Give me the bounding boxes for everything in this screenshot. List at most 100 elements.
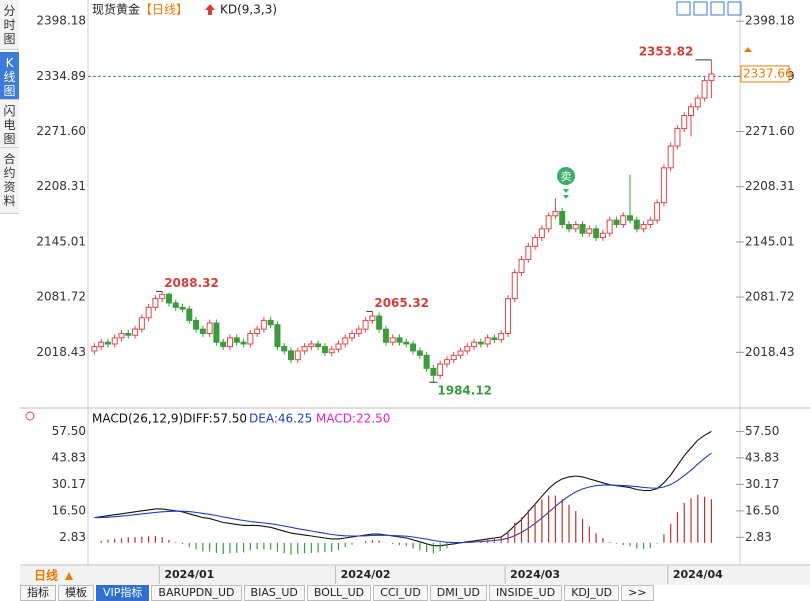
candle-body — [267, 319, 274, 326]
candle-body — [579, 224, 586, 234]
y-tick-label: 57.50 — [52, 424, 86, 438]
y-tick-label: 2208.31 — [36, 179, 86, 193]
candle-body — [410, 343, 417, 352]
candle-body — [132, 328, 139, 336]
candle-body — [688, 106, 695, 117]
y-tick-label: 30.17 — [52, 477, 86, 491]
candle-body — [532, 237, 539, 247]
candle-body — [233, 337, 240, 343]
candle-body — [335, 343, 342, 350]
y-tick-label: 2.83 — [745, 530, 772, 544]
signal-marker[interactable] — [557, 167, 575, 185]
toolbar-button[interactable]: BOLL_UD — [306, 585, 372, 601]
y-tick-label: 2145.01 — [36, 234, 86, 248]
toolbar-button[interactable]: >> — [621, 585, 654, 601]
candle-body — [450, 354, 457, 361]
candle-body — [694, 97, 701, 108]
candle-body — [328, 348, 335, 354]
toolbar-button[interactable]: INSIDE_UD — [489, 585, 563, 601]
toolbar-button[interactable]: 指标 — [20, 585, 56, 601]
candle-body — [362, 319, 369, 330]
candle-body — [423, 354, 430, 369]
indicator-settings[interactable] — [25, 411, 35, 421]
y-tick-label: 2081.72 — [36, 290, 86, 304]
candle-body — [369, 315, 376, 321]
toolbar-button[interactable]: 模板 — [58, 585, 94, 601]
candle-body — [308, 343, 315, 348]
tab[interactable]: 分时图 — [0, 0, 19, 50]
tab[interactable]: 合约资料 — [0, 148, 19, 214]
toolbar-button[interactable]: KDJ_UD — [564, 585, 620, 601]
candle-body — [674, 128, 681, 147]
candle-body — [152, 298, 159, 308]
last-price: 2337.66 — [743, 66, 793, 80]
candle-body — [491, 337, 498, 341]
candle-body — [396, 337, 403, 343]
candle-body — [206, 322, 213, 334]
toolbar-button[interactable]: DMI_UD — [429, 585, 488, 601]
candle-body — [681, 115, 688, 130]
candle-body — [111, 337, 118, 345]
legend-entry: MACD:22.50 — [316, 412, 390, 426]
toolbar-icons[interactable] — [676, 1, 742, 16]
candle-body — [321, 346, 328, 354]
date-axis — [20, 566, 810, 585]
candle-body — [667, 145, 674, 169]
candle-body — [633, 219, 640, 230]
last-price-box — [740, 65, 790, 83]
toolbar-button[interactable]: VIP指标 — [96, 585, 150, 601]
candle-body — [572, 224, 579, 230]
candle-body — [125, 332, 132, 336]
macd-title: MACD(26,12,9) — [92, 412, 183, 426]
x-tick-label: 2024/04 — [673, 568, 723, 581]
candle-body — [260, 319, 267, 330]
candle-body — [165, 293, 172, 304]
y-tick-label: 2208.31 — [745, 179, 795, 193]
candle-body — [382, 328, 389, 343]
candle-body — [565, 224, 572, 230]
toolbar-button[interactable]: BARUPDN_UD — [151, 585, 242, 601]
macd-line — [94, 452, 712, 544]
period-arrow[interactable] — [65, 572, 73, 580]
candle-body — [376, 315, 383, 330]
toolbar-button[interactable]: BIAS_UD — [243, 585, 305, 601]
candle-body — [247, 332, 254, 345]
candle-body — [443, 359, 450, 365]
y-tick-label: 2398.18 — [36, 14, 86, 28]
candle-body — [518, 258, 525, 273]
x-tick-label: 2024/02 — [341, 568, 391, 581]
candle-body — [186, 308, 193, 321]
candle-body — [172, 302, 179, 308]
indicator-icon[interactable] — [205, 4, 215, 15]
indicator-label: KD(9,3,3) — [220, 3, 277, 17]
y-tick-label: 2018.43 — [36, 345, 86, 359]
y-tick-label: 43.83 — [52, 450, 86, 464]
toolbar-button[interactable]: CCI_UD — [373, 585, 428, 601]
instrument-title: 现货黄金 — [92, 2, 140, 17]
tab[interactable]: 闪电图 — [0, 100, 19, 148]
high-label: 2353.82 — [639, 44, 694, 58]
candle-body — [159, 293, 166, 300]
tab[interactable]: K线图 — [0, 52, 19, 100]
candle-body — [708, 73, 715, 82]
candle-body — [627, 215, 634, 221]
candle-body — [430, 367, 437, 376]
candle-body — [620, 215, 627, 226]
candle-body — [145, 306, 152, 319]
y-tick-label: 16.50 — [745, 503, 779, 517]
candle-body — [525, 245, 532, 260]
y-tick-label: 30.17 — [745, 477, 779, 491]
candle-body — [498, 332, 505, 341]
y-tick-label: 16.50 — [52, 503, 86, 517]
candle-body — [586, 228, 593, 234]
period-label: 【日线】 — [140, 3, 188, 17]
candle-body — [538, 228, 545, 239]
y-tick-label: 43.83 — [745, 450, 779, 464]
legend-entry: DEA:46.25 — [249, 412, 312, 426]
y-tick-label: 2018.43 — [745, 345, 795, 359]
candle-body — [552, 210, 559, 217]
period[interactable]: 日线 — [34, 568, 58, 583]
candle-body — [389, 337, 396, 343]
toolbar: 指标 模板 VIP指标 BARUPDN_UD BIAS_UD BOLL_UD CCI_UD D… — [20, 585, 656, 601]
